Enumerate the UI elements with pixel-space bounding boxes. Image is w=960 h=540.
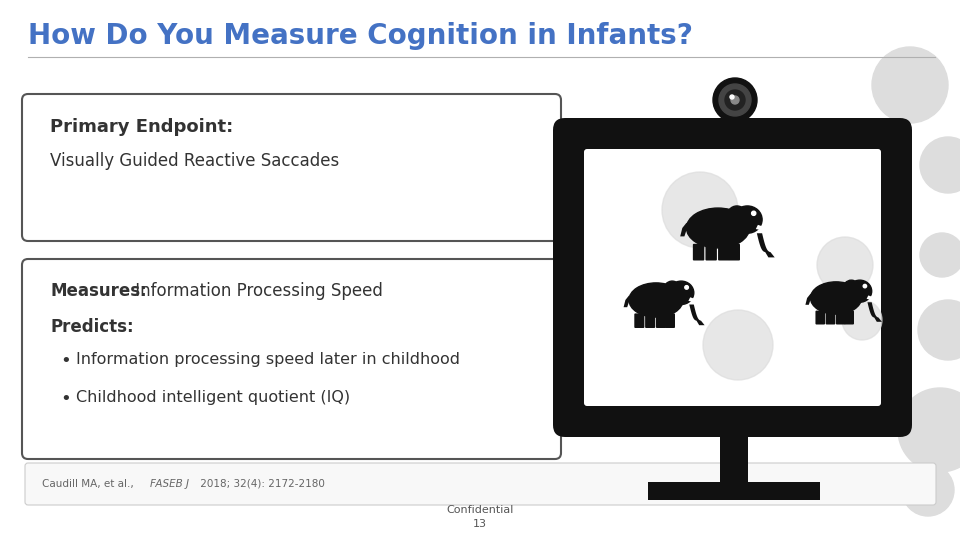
FancyBboxPatch shape [645, 313, 655, 328]
Text: Information Processing Speed: Information Processing Speed [130, 282, 383, 300]
Text: •: • [60, 390, 71, 408]
Circle shape [684, 286, 688, 289]
Circle shape [730, 95, 734, 99]
Ellipse shape [732, 206, 762, 233]
Polygon shape [688, 298, 699, 306]
Circle shape [817, 237, 873, 293]
Circle shape [719, 84, 751, 116]
Text: Confidential: Confidential [446, 505, 514, 515]
FancyBboxPatch shape [836, 310, 846, 325]
FancyBboxPatch shape [826, 310, 835, 325]
Ellipse shape [843, 280, 860, 299]
FancyBboxPatch shape [656, 313, 666, 328]
Polygon shape [728, 112, 742, 128]
FancyBboxPatch shape [718, 244, 730, 260]
Text: How Do You Measure Cognition in Infants?: How Do You Measure Cognition in Infants? [28, 22, 693, 50]
FancyBboxPatch shape [729, 244, 740, 260]
Text: 2018; 32(4): 2172-2180: 2018; 32(4): 2172-2180 [197, 479, 324, 489]
Text: Visually Guided Reactive Saccades: Visually Guided Reactive Saccades [50, 152, 339, 170]
Text: Information processing speed later in childhood: Information processing speed later in ch… [76, 352, 460, 367]
FancyBboxPatch shape [584, 149, 881, 406]
Polygon shape [689, 305, 705, 325]
FancyBboxPatch shape [635, 313, 644, 328]
Circle shape [662, 172, 738, 248]
FancyBboxPatch shape [706, 244, 717, 260]
FancyBboxPatch shape [22, 94, 561, 241]
Circle shape [898, 388, 960, 472]
Circle shape [920, 137, 960, 193]
Circle shape [872, 47, 948, 123]
FancyBboxPatch shape [693, 244, 705, 260]
FancyBboxPatch shape [665, 313, 675, 328]
Circle shape [920, 233, 960, 277]
Ellipse shape [668, 281, 694, 305]
Text: Predicts:: Predicts: [50, 318, 133, 336]
Polygon shape [805, 294, 814, 305]
Ellipse shape [848, 280, 872, 302]
Text: FASEB J: FASEB J [150, 479, 189, 489]
Ellipse shape [663, 281, 682, 301]
Circle shape [902, 464, 954, 516]
FancyBboxPatch shape [845, 310, 854, 325]
Text: •: • [60, 352, 71, 370]
FancyBboxPatch shape [25, 463, 936, 505]
Circle shape [725, 90, 745, 110]
Ellipse shape [727, 206, 748, 229]
FancyBboxPatch shape [22, 259, 561, 459]
Ellipse shape [629, 283, 683, 317]
Circle shape [863, 285, 867, 288]
Circle shape [713, 78, 757, 122]
FancyBboxPatch shape [815, 310, 825, 325]
Text: 13: 13 [473, 519, 487, 529]
Polygon shape [756, 233, 775, 258]
FancyBboxPatch shape [553, 118, 912, 437]
Circle shape [842, 300, 882, 340]
Circle shape [752, 211, 756, 215]
Polygon shape [720, 437, 748, 482]
Polygon shape [756, 225, 768, 234]
Circle shape [703, 310, 773, 380]
Polygon shape [681, 222, 690, 237]
Polygon shape [867, 295, 876, 303]
Text: Caudill MA, et al.,: Caudill MA, et al., [42, 479, 137, 489]
Circle shape [918, 300, 960, 360]
Ellipse shape [686, 208, 750, 248]
Text: Childhood intelligent quotient (IQ): Childhood intelligent quotient (IQ) [76, 390, 350, 405]
Ellipse shape [810, 282, 861, 314]
Polygon shape [868, 302, 882, 322]
Circle shape [731, 96, 739, 104]
Text: Measures:: Measures: [50, 282, 147, 300]
Polygon shape [624, 295, 633, 307]
Polygon shape [648, 482, 820, 500]
Text: Primary Endpoint:: Primary Endpoint: [50, 118, 233, 136]
